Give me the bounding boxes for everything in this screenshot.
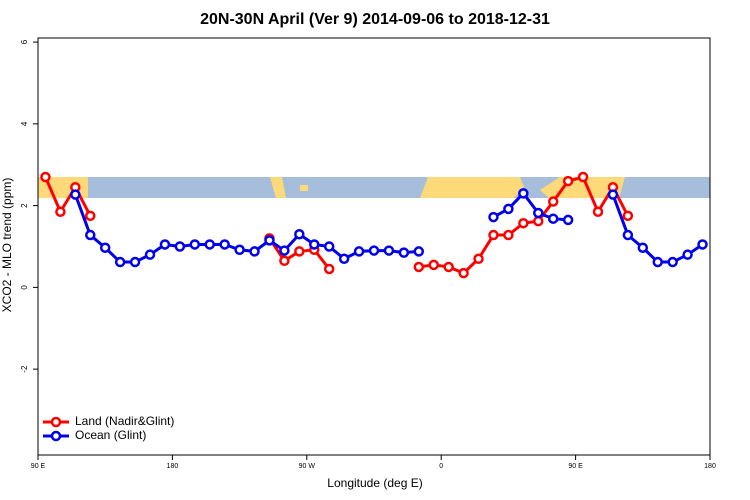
legend-marker xyxy=(50,416,62,428)
y-tick-label: 2 xyxy=(20,203,29,208)
point xyxy=(697,239,708,250)
point xyxy=(264,235,275,246)
chart-title: 20N-30N April (Ver 9) 2014-09-06 to 2018… xyxy=(200,11,550,28)
point xyxy=(488,229,499,241)
point xyxy=(622,229,634,241)
point xyxy=(144,249,156,260)
point xyxy=(503,203,514,215)
y-tick-label: -2 xyxy=(20,365,29,373)
point xyxy=(279,245,290,256)
point xyxy=(458,267,469,279)
point xyxy=(622,210,634,222)
point xyxy=(368,245,380,256)
point xyxy=(338,253,350,265)
point xyxy=(547,196,559,207)
y-tick-label: 0 xyxy=(20,285,29,290)
point xyxy=(40,171,51,183)
point xyxy=(353,246,365,257)
point xyxy=(219,239,230,250)
point xyxy=(518,188,529,199)
point xyxy=(667,256,678,268)
legend-marker xyxy=(50,430,62,442)
point xyxy=(323,241,335,252)
legend-label: Land (Nadir&Glint) xyxy=(75,414,174,428)
point xyxy=(174,241,186,252)
point xyxy=(129,256,141,268)
x-tick-label: 180 xyxy=(704,463,716,470)
point xyxy=(204,239,215,250)
point xyxy=(592,206,604,217)
point xyxy=(488,211,499,223)
point xyxy=(443,261,454,273)
point xyxy=(518,217,529,229)
point xyxy=(234,244,245,256)
x-tick-label: 90 E xyxy=(568,463,583,470)
point xyxy=(85,210,96,222)
point xyxy=(249,246,260,257)
point xyxy=(637,242,649,253)
x-axis-label: Longitude (deg E) xyxy=(327,476,422,490)
point xyxy=(413,246,425,257)
point xyxy=(294,228,305,240)
point xyxy=(577,171,589,183)
x-tick-label: 90 W xyxy=(299,463,316,470)
point xyxy=(428,259,439,271)
point xyxy=(55,206,66,217)
point xyxy=(323,263,335,275)
point xyxy=(309,239,320,250)
x-tick-label: 90 E xyxy=(31,463,46,470)
point xyxy=(294,246,305,257)
point xyxy=(473,253,484,265)
plot-frame xyxy=(37,37,711,456)
point xyxy=(682,249,693,260)
point xyxy=(99,242,111,253)
point xyxy=(70,189,81,200)
point xyxy=(383,245,395,256)
x-tick-label: 180 xyxy=(167,463,179,470)
legend-label: Ocean (Glint) xyxy=(75,428,146,442)
point xyxy=(533,207,544,219)
y-tick-label: 6 xyxy=(20,39,29,44)
map-strip xyxy=(38,177,710,198)
point xyxy=(114,256,126,268)
point xyxy=(652,256,663,268)
point xyxy=(85,229,96,241)
x-tick-label: 0 xyxy=(439,463,443,470)
point xyxy=(547,213,559,224)
point xyxy=(159,239,171,250)
point xyxy=(189,239,201,250)
point xyxy=(533,215,544,227)
y-tick-label: 4 xyxy=(20,121,29,126)
point xyxy=(503,229,514,241)
y-axis-label: XCO2 - MLO trend (ppm) xyxy=(0,178,14,313)
point xyxy=(398,247,410,258)
point xyxy=(562,175,574,187)
point xyxy=(607,189,619,200)
point xyxy=(562,214,574,226)
point xyxy=(279,255,290,267)
point xyxy=(413,261,425,273)
